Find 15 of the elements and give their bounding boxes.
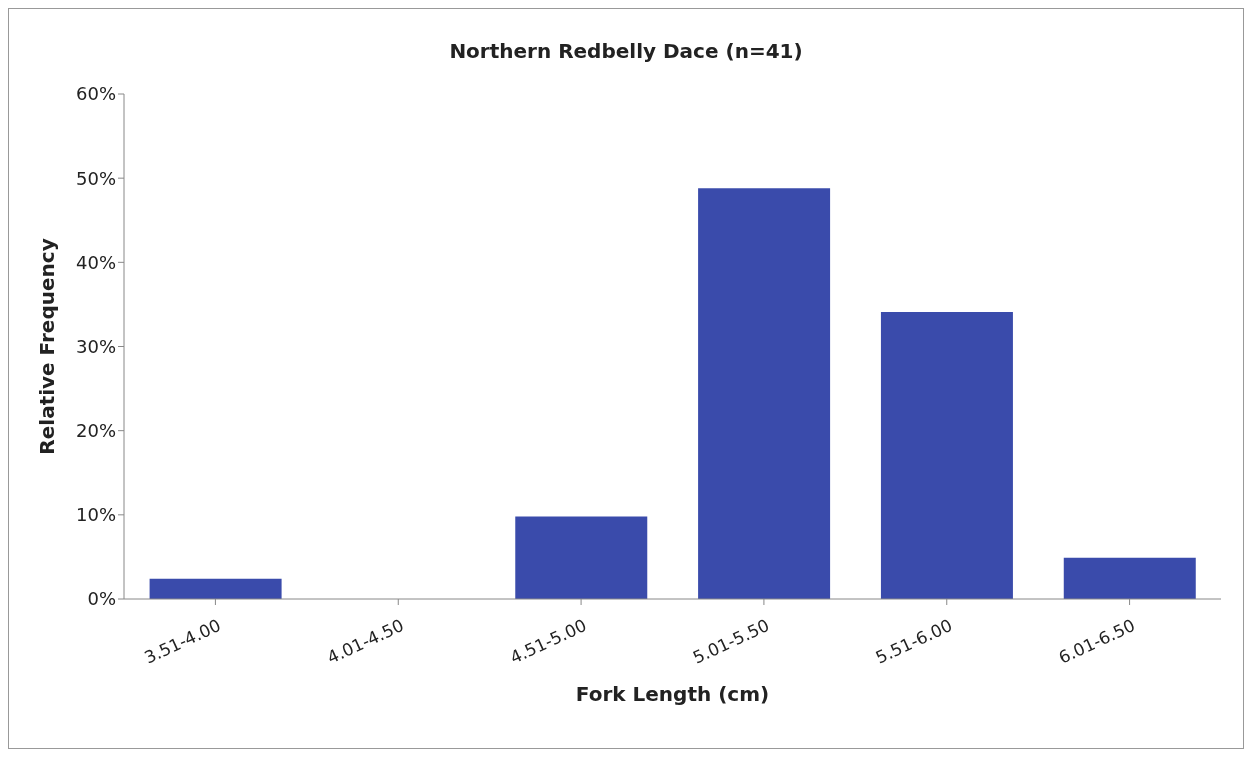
chart-title: Northern Redbelly Dace (n=41) xyxy=(448,39,804,63)
y-tick-label: 60% xyxy=(75,83,116,105)
y-tick-label: 40% xyxy=(75,251,116,273)
y-tick-label: 10% xyxy=(75,504,116,526)
x-axis-title: Fork Length (cm) xyxy=(575,682,770,706)
y-tick-label: 0% xyxy=(87,588,116,610)
y-tick-label: 50% xyxy=(75,167,116,189)
bar xyxy=(698,188,831,599)
y-tick-label: 20% xyxy=(75,420,116,442)
bar xyxy=(1063,557,1196,599)
bar xyxy=(149,578,282,599)
y-tick-label: 30% xyxy=(75,335,116,357)
bar xyxy=(515,516,648,599)
bar xyxy=(880,311,1013,599)
y-axis-title: Relative Frequency xyxy=(35,238,60,455)
